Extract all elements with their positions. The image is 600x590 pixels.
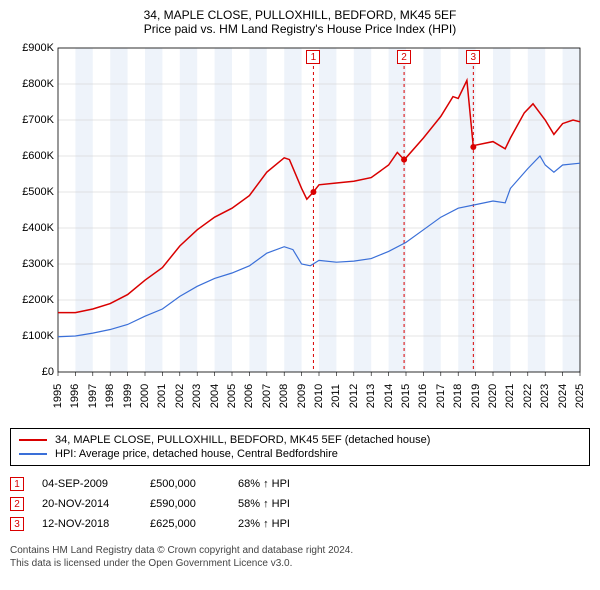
x-axis-label: 2023 (539, 384, 551, 408)
event-marker-box: 1 (306, 50, 320, 64)
footer-line-2: This data is licensed under the Open Gov… (10, 557, 590, 570)
x-axis-label: 2011 (330, 384, 342, 408)
x-axis-label: 2004 (209, 384, 221, 408)
y-axis-label: £200K (10, 294, 54, 306)
legend-swatch (19, 453, 47, 455)
legend-item: HPI: Average price, detached house, Cent… (19, 447, 581, 461)
x-axis-label: 1995 (52, 384, 64, 408)
x-axis-label: 2006 (243, 384, 255, 408)
y-axis-label: £600K (10, 150, 54, 162)
x-axis-label: 1998 (104, 384, 116, 408)
x-axis-label: 1996 (69, 384, 81, 408)
event-date: 04-SEP-2009 (42, 478, 132, 490)
event-date: 12-NOV-2018 (42, 518, 132, 530)
x-axis-label: 2012 (348, 384, 360, 408)
event-number-box: 3 (10, 517, 24, 531)
event-marker-box: 2 (397, 50, 411, 64)
x-axis-label: 2019 (470, 384, 482, 408)
y-axis-label: £700K (10, 114, 54, 126)
x-axis-label: 2010 (313, 384, 325, 408)
x-axis-label: 2003 (191, 384, 203, 408)
x-axis-label: 2000 (139, 384, 151, 408)
x-axis-label: 2013 (365, 384, 377, 408)
x-axis-label: 2009 (296, 384, 308, 408)
legend-swatch (19, 439, 47, 441)
x-axis-label: 2001 (156, 384, 168, 408)
x-axis-label: 2017 (435, 384, 447, 408)
x-axis-label: 1997 (87, 384, 99, 408)
x-axis-label: 2005 (226, 384, 238, 408)
event-pct: 58% ↑ HPI (238, 498, 290, 510)
x-axis-label: 2020 (487, 384, 499, 408)
line-chart (10, 42, 590, 422)
chart-area: £0 £100K £200K £300K £400K £500K £600K £700K £80… (10, 42, 590, 422)
y-axis-label: £800K (10, 78, 54, 90)
event-row: 3 12-NOV-2018 £625,000 23% ↑ HPI (10, 514, 590, 534)
event-row: 1 04-SEP-2009 £500,000 68% ↑ HPI (10, 474, 590, 494)
y-axis-label: £100K (10, 330, 54, 342)
footer-text: Contains HM Land Registry data © Crown c… (10, 544, 590, 570)
chart-title-2: Price paid vs. HM Land Registry's House … (10, 22, 590, 36)
event-row: 2 20-NOV-2014 £590,000 58% ↑ HPI (10, 494, 590, 514)
event-table: 1 04-SEP-2009 £500,000 68% ↑ HPI 2 20-NOV-201… (10, 474, 590, 534)
y-axis-label: £400K (10, 222, 54, 234)
footer-line-1: Contains HM Land Registry data © Crown c… (10, 544, 590, 557)
event-number-box: 1 (10, 477, 24, 491)
x-axis-label: 2008 (278, 384, 290, 408)
event-pct: 68% ↑ HPI (238, 478, 290, 490)
x-axis-label: 2018 (452, 384, 464, 408)
event-number-box: 2 (10, 497, 24, 511)
legend: 34, MAPLE CLOSE, PULLOXHILL, BEDFORD, MK… (10, 428, 590, 466)
chart-title-1: 34, MAPLE CLOSE, PULLOXHILL, BEDFORD, MK… (10, 8, 590, 22)
event-marker-box: 3 (466, 50, 480, 64)
event-date: 20-NOV-2014 (42, 498, 132, 510)
x-axis-label: 2015 (400, 384, 412, 408)
x-axis-label: 2016 (417, 384, 429, 408)
y-axis-label: £500K (10, 186, 54, 198)
y-axis-label: £900K (10, 42, 54, 54)
x-axis-label: 2021 (504, 384, 516, 408)
x-axis-label: 2002 (174, 384, 186, 408)
y-axis-label: £300K (10, 258, 54, 270)
event-pct: 23% ↑ HPI (238, 518, 290, 530)
x-axis-label: 2014 (383, 384, 395, 408)
legend-label: 34, MAPLE CLOSE, PULLOXHILL, BEDFORD, MK… (55, 434, 430, 446)
event-price: £625,000 (150, 518, 220, 530)
x-axis-label: 2024 (557, 384, 569, 408)
legend-label: HPI: Average price, detached house, Cent… (55, 448, 338, 460)
x-axis-label: 2025 (574, 384, 586, 408)
y-axis-label: £0 (10, 366, 54, 378)
x-axis-label: 2007 (261, 384, 273, 408)
event-price: £590,000 (150, 498, 220, 510)
x-axis-label: 1999 (122, 384, 134, 408)
x-axis-label: 2022 (522, 384, 534, 408)
event-price: £500,000 (150, 478, 220, 490)
legend-item: 34, MAPLE CLOSE, PULLOXHILL, BEDFORD, MK… (19, 433, 581, 447)
